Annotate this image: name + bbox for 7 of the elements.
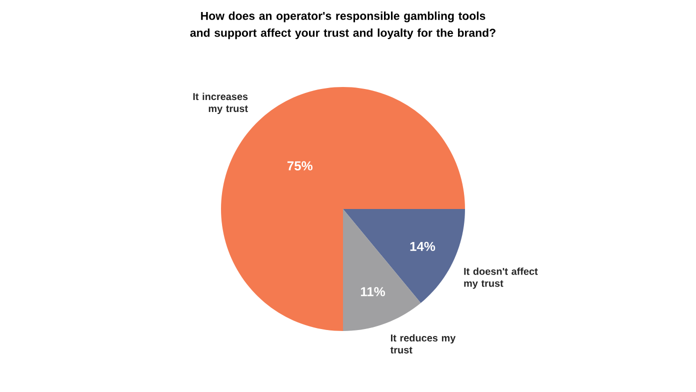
slice-label: It reduces my trust	[390, 334, 456, 354]
chart-title: How does an operator's responsible gambling tools and support affect your trust and loyalty for the brand?	[190, 12, 496, 40]
data-label: 75%	[287, 161, 312, 170]
slice-label: It increases my trust	[193, 92, 248, 114]
slice-label: It doesn't affect my trust	[464, 268, 538, 289]
data-label: 14%	[410, 242, 436, 251]
data-label: 11%	[360, 287, 386, 296]
